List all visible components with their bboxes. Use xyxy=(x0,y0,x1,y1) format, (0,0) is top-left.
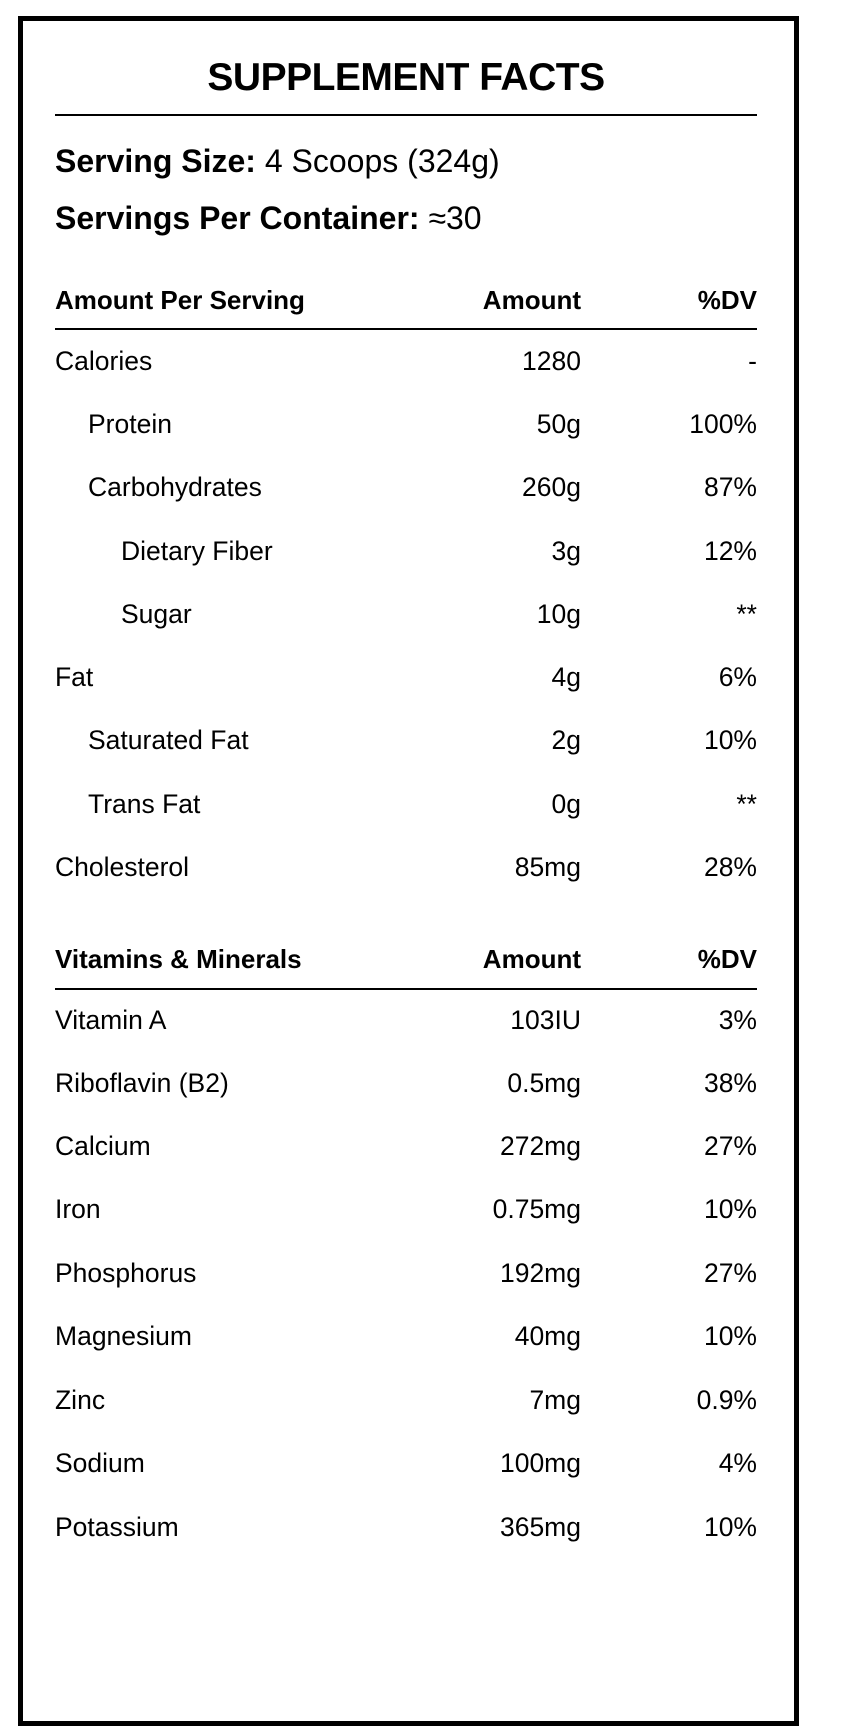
nutrient-amount: 0.75mg xyxy=(492,1194,581,1224)
nutrient-name: Zinc xyxy=(55,1385,106,1415)
nutrient-amount: 272mg xyxy=(499,1131,581,1161)
nutrient-amount: 50g xyxy=(536,409,581,439)
nutrient-amount: 0.5mg xyxy=(507,1068,581,1098)
nutrient-amount: 192mg xyxy=(499,1258,581,1288)
nutrient-name: Saturated Fat xyxy=(88,725,249,755)
nutrient-row-sodium: Sodium 100mg 4% xyxy=(55,1446,757,1480)
nutrient-dv: 87% xyxy=(703,472,757,502)
nutrient-dv: 28% xyxy=(703,852,757,882)
column-header-dv: %DV xyxy=(697,285,757,315)
nutrient-name: Vitamin A xyxy=(55,1005,167,1035)
nutrient-amount: 2g xyxy=(551,725,581,755)
nutrient-row-dietary-fiber: Dietary Fiber 3g 12% xyxy=(55,534,757,568)
nutrient-dv: 12% xyxy=(703,536,757,566)
nutrient-dv: 27% xyxy=(703,1131,757,1161)
nutrient-amount: 85mg xyxy=(514,852,581,882)
nutrient-amount: 103IU xyxy=(510,1005,581,1035)
nutrient-amount: 100mg xyxy=(499,1448,581,1478)
column-header-name: Amount Per Serving xyxy=(55,285,305,315)
serving-size-value: 4 Scoops (324g) xyxy=(255,143,500,179)
nutrient-name: Dietary Fiber xyxy=(121,536,273,566)
nutrient-name: Potassium xyxy=(55,1512,179,1542)
serving-size-label: Serving Size: xyxy=(55,143,256,179)
nutrient-name: Fat xyxy=(55,662,94,692)
nutrient-row-trans-fat: Trans Fat 0g ** xyxy=(55,787,757,821)
vitamins-header: Vitamins & Minerals Amount %DV xyxy=(55,942,757,976)
nutrient-row-calcium: Calcium 272mg 27% xyxy=(55,1129,757,1163)
nutrient-amount: 40mg xyxy=(514,1321,581,1351)
nutrient-dv: 3% xyxy=(718,1005,757,1035)
nutrient-name: Riboflavin (B2) xyxy=(55,1068,229,1098)
nutrient-dv: ** xyxy=(736,599,757,629)
vitamins-header-divider xyxy=(55,988,757,990)
nutrient-name: Carbohydrates xyxy=(88,472,262,502)
nutrient-dv: 4% xyxy=(718,1448,757,1478)
nutrient-row-riboflavin: Riboflavin (B2) 0.5mg 38% xyxy=(55,1066,757,1100)
nutrient-name: Calories xyxy=(55,346,153,376)
nutrient-dv: 10% xyxy=(703,1194,757,1224)
nutrient-name: Sodium xyxy=(55,1448,145,1478)
nutrient-row-magnesium: Magnesium 40mg 10% xyxy=(55,1319,757,1353)
panel-title: SUPPLEMENT FACTS xyxy=(207,56,605,99)
nutrient-name: Iron xyxy=(55,1194,101,1224)
nutrient-row-vitamin-a: Vitamin A 103IU 3% xyxy=(55,1003,757,1037)
nutrient-row-fat: Fat 4g 6% xyxy=(55,660,757,694)
nutrient-dv: - xyxy=(748,346,757,376)
nutrient-row-zinc: Zinc 7mg 0.9% xyxy=(55,1383,757,1417)
nutrient-row-protein: Protein 50g 100% xyxy=(55,407,757,441)
nutrient-dv: 10% xyxy=(703,1321,757,1351)
servings-per-container-value: ≈30 xyxy=(419,200,482,236)
nutrient-row-sugar: Sugar 10g ** xyxy=(55,597,757,631)
macros-header-divider xyxy=(55,328,757,330)
nutrient-row-calories: Calories 1280 - xyxy=(55,344,757,378)
nutrient-dv: 10% xyxy=(703,1512,757,1542)
column-header-name: Vitamins & Minerals xyxy=(55,944,302,974)
nutrient-dv: 0.9% xyxy=(696,1385,757,1415)
column-header-amount: Amount xyxy=(482,285,581,315)
nutrient-dv: 10% xyxy=(703,725,757,755)
nutrient-amount: 0g xyxy=(551,789,581,819)
nutrient-dv: ** xyxy=(736,789,757,819)
nutrient-amount: 3g xyxy=(551,536,581,566)
nutrient-name: Protein xyxy=(88,409,172,439)
nutrient-amount: 10g xyxy=(536,599,581,629)
nutrient-name: Magnesium xyxy=(55,1321,192,1351)
nutrient-row-iron: Iron 0.75mg 10% xyxy=(55,1192,757,1226)
nutrient-dv: 100% xyxy=(689,409,757,439)
nutrient-name: Calcium xyxy=(55,1131,151,1161)
nutrient-name: Cholesterol xyxy=(55,852,190,882)
nutrient-amount: 260g xyxy=(522,472,581,502)
nutrient-amount: 1280 xyxy=(522,346,581,376)
serving-size: Serving Size: 4 Scoops (324g) xyxy=(55,142,757,180)
title-divider xyxy=(55,114,757,116)
nutrient-row-carbohydrates: Carbohydrates 260g 87% xyxy=(55,470,757,504)
nutrient-row-cholesterol: Cholesterol 85mg 28% xyxy=(55,850,757,884)
nutrient-row-phosphorus: Phosphorus 192mg 27% xyxy=(55,1256,757,1290)
nutrient-amount: 4g xyxy=(551,662,581,692)
column-header-dv: %DV xyxy=(697,944,757,974)
nutrient-row-saturated-fat: Saturated Fat 2g 10% xyxy=(55,723,757,757)
nutrient-row-potassium: Potassium 365mg 10% xyxy=(55,1510,757,1544)
nutrient-name: Phosphorus xyxy=(55,1258,197,1288)
nutrient-dv: 6% xyxy=(718,662,757,692)
supplement-facts-panel xyxy=(18,16,799,1726)
nutrient-name: Trans Fat xyxy=(88,789,201,819)
nutrient-name: Sugar xyxy=(121,599,192,629)
column-header-amount: Amount xyxy=(482,944,581,974)
macros-header: Amount Per Serving Amount %DV xyxy=(55,283,757,317)
servings-per-container: Servings Per Container: ≈30 xyxy=(55,199,757,237)
nutrient-dv: 38% xyxy=(703,1068,757,1098)
nutrient-amount: 7mg xyxy=(529,1385,581,1415)
nutrient-dv: 27% xyxy=(703,1258,757,1288)
servings-per-container-label: Servings Per Container: xyxy=(55,200,420,236)
nutrient-amount: 365mg xyxy=(499,1512,581,1542)
